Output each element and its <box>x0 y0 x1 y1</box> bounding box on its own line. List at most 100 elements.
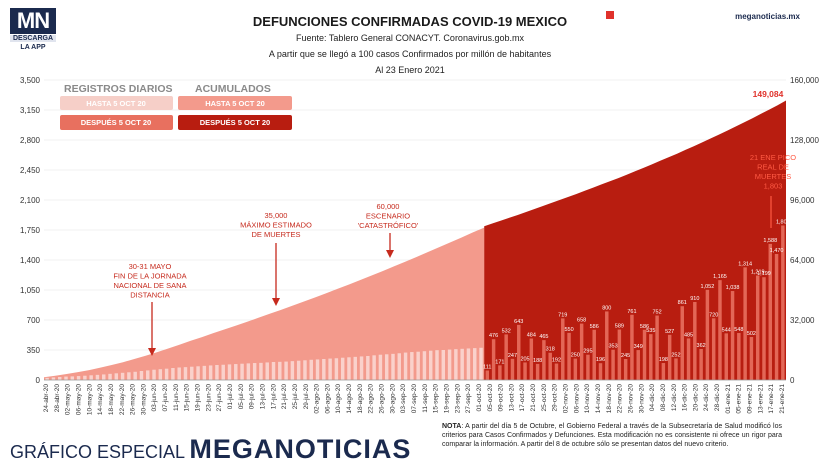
note-label: NOTA <box>442 423 462 430</box>
daily-bar-before <box>466 348 471 380</box>
x-tick-label: 06-nov-20 <box>573 384 580 414</box>
daily-value-label: 502 <box>747 331 756 337</box>
daily-bar-before <box>45 377 49 380</box>
daily-bar-after <box>623 359 628 380</box>
footer-special-label: GRÁFICO ESPECIAL <box>10 442 185 462</box>
daily-value-label: 550 <box>564 327 573 333</box>
daily-bar-after <box>535 363 540 380</box>
annotation-sana-distancia: 30-31 MAYO <box>129 262 172 271</box>
daily-bar-before <box>196 366 200 380</box>
daily-value-label: 720 <box>709 312 718 318</box>
x-tick-label: 06-may-20 <box>75 384 82 415</box>
daily-value-label: 465 <box>539 334 548 340</box>
daily-bar-before <box>479 347 483 380</box>
app-logo[interactable]: MN DESCARGA LA APP <box>10 8 58 52</box>
daily-bar-before <box>215 365 219 380</box>
right-tick-label: 64,000 <box>790 256 815 265</box>
x-tick-label: 30-ago-20 <box>389 384 396 414</box>
daily-bar-after <box>718 280 722 380</box>
daily-value-label: 532 <box>502 328 511 334</box>
daily-bar-before <box>246 363 251 380</box>
daily-bar-before <box>146 370 150 380</box>
daily-bar-before <box>108 373 112 380</box>
left-tick-label: 350 <box>27 346 41 355</box>
legend-swatch-cum-after <box>178 115 292 130</box>
daily-bar-before <box>441 350 446 380</box>
daily-bar-after <box>617 329 622 380</box>
daily-bar-before <box>309 359 313 380</box>
daily-value-label: 658 <box>577 318 586 324</box>
chart-svg: 111 476 171 532 247 643 205 484 188 465 318 192 719 5… <box>20 76 820 415</box>
daily-bar-after <box>737 333 741 380</box>
daily-bar-after <box>686 338 691 380</box>
x-tick-label: 05-ene-21 <box>736 384 743 414</box>
daily-value-label: 295 <box>583 349 592 355</box>
daily-value-label: 476 <box>489 333 498 339</box>
daily-bar-after <box>661 363 666 380</box>
daily-value-label: 171 <box>495 359 504 365</box>
daily-bar-after <box>630 314 634 380</box>
daily-value-label: 1,314 <box>738 261 752 267</box>
brand-url[interactable]: meganoticias.mx <box>735 12 800 21</box>
x-tick-label: 02-nov-20 <box>563 384 570 414</box>
footer-note: NOTA: A partir del día 5 de Octubre, el … <box>442 422 782 450</box>
x-tick-label: 01-jul-20 <box>227 384 234 410</box>
annotation-pico-real: REAL DE <box>757 163 789 172</box>
x-tick-label: 24-abr-20 <box>43 384 50 413</box>
x-tick-label: 18-may-20 <box>108 384 115 415</box>
x-tick-label: 29-oct-20 <box>552 384 559 412</box>
daily-bar-before <box>391 353 395 380</box>
x-tick-label: 09-jul-20 <box>249 384 256 410</box>
daily-value-label: 188 <box>533 358 542 364</box>
daily-value-label: 719 <box>558 312 567 318</box>
daily-bar-before <box>334 358 339 380</box>
x-tick-label: 08-dic-20 <box>660 384 667 411</box>
daily-bar-before <box>89 375 93 380</box>
daily-value-label: 752 <box>652 310 661 316</box>
chart-date: Al 23 Enero 2021 <box>375 65 445 75</box>
annotation-max-estimado: MÁXIMO ESTIMADO <box>240 221 312 230</box>
daily-value-label: 353 <box>608 344 617 350</box>
legend-swatch-daily-after <box>60 115 173 130</box>
daily-bar-after <box>573 358 578 380</box>
x-tick-label: 13-ene-21 <box>757 384 764 414</box>
x-tick-label: 11-sep-20 <box>422 384 429 413</box>
daily-value-label: 1,199 <box>757 271 771 277</box>
daily-bar-before <box>164 368 169 380</box>
logo-app-label: LA APP <box>20 44 46 51</box>
annotation-sana-distancia: FIN DE LA JORNADA <box>113 272 186 281</box>
daily-value-label: 548 <box>734 327 743 333</box>
x-tick-label: 13-jul-20 <box>259 384 266 410</box>
left-tick-label: 2,450 <box>20 166 41 175</box>
daily-value-label: 643 <box>514 319 523 325</box>
daily-bar-before <box>347 357 351 380</box>
x-tick-label: 14-nov-20 <box>595 384 602 414</box>
legend-acumulados-title: ACUMULADOS <box>195 83 271 95</box>
daily-bar-before <box>57 377 62 380</box>
daily-bar-after <box>579 323 584 380</box>
daily-bar-before <box>190 366 194 380</box>
daily-bar-before <box>428 350 433 380</box>
daily-bar-after <box>636 350 640 380</box>
x-tick-label: 15-jun-20 <box>184 384 191 412</box>
legend-label-cum-before: HASTA 5 OCT 20 <box>205 99 265 108</box>
daily-bar-after <box>592 329 596 380</box>
daily-value-label: 761 <box>627 309 636 315</box>
x-tick-label: 13-oct-20 <box>508 384 515 412</box>
x-tick-label: 17-jul-20 <box>270 384 277 410</box>
daily-bar-before <box>171 368 175 380</box>
daily-bar-after <box>548 352 552 380</box>
x-tick-label: 12-dic-20 <box>671 384 678 411</box>
daily-bar-after <box>693 302 697 380</box>
x-tick-label: 09-oct-20 <box>498 384 505 412</box>
left-tick-label: 1,050 <box>20 286 41 295</box>
x-tick-label: 26-nov-20 <box>627 384 634 414</box>
daily-bar-after <box>724 333 728 380</box>
daily-bar-after <box>611 349 615 380</box>
daily-bar-after <box>510 358 515 380</box>
legend-swatch-daily-before <box>60 96 173 110</box>
right-tick-label: 128,000 <box>790 136 819 145</box>
daily-value-label: 800 <box>602 305 611 311</box>
chart-title: DEFUNCIONES CONFIRMADAS COVID-19 MEXICO <box>252 14 568 29</box>
daily-bar-before <box>252 363 257 380</box>
